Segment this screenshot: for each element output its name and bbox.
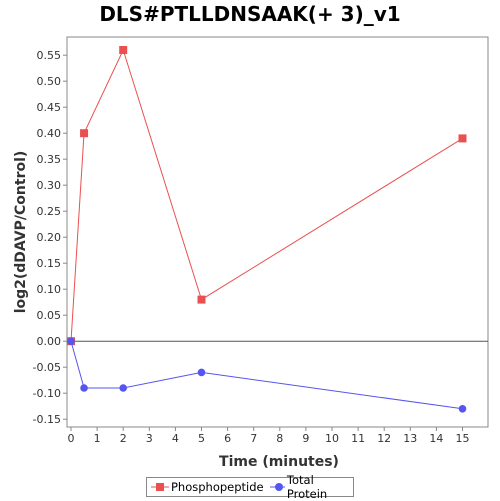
total-protein-point bbox=[458, 405, 467, 413]
x-tick-label: 14 bbox=[429, 432, 443, 445]
y-tick-label: -0.15 bbox=[33, 413, 61, 426]
x-axis-title: Time (minutes) bbox=[219, 454, 339, 470]
x-tick-label: 7 bbox=[250, 432, 257, 445]
x-tick-label: 13 bbox=[403, 432, 417, 445]
total-protein-point bbox=[67, 337, 75, 346]
phosphopeptide-legend-marker-icon bbox=[151, 483, 169, 491]
phosphopeptide-point bbox=[119, 46, 128, 54]
y-tick-label: 0.05 bbox=[37, 309, 62, 322]
legend: Phosphopeptide Total Protein bbox=[146, 473, 354, 501]
x-tick-label: 10 bbox=[325, 432, 339, 445]
phosphopeptide-point bbox=[197, 295, 206, 304]
chart-title: DLS#PTLLDNSAAK(+ 3)_v1 bbox=[99, 2, 401, 26]
legend-label-total-protein: Total Protein bbox=[286, 473, 328, 501]
x-tick-label: 8 bbox=[276, 432, 283, 445]
y-tick-label: 0.30 bbox=[37, 179, 62, 192]
total-protein-point bbox=[119, 384, 127, 392]
x-tick-label: 9 bbox=[302, 432, 309, 445]
y-tick-label: 0.55 bbox=[37, 49, 62, 62]
x-tick-label: 2 bbox=[120, 432, 127, 445]
legend-item-phosphopeptide: Phosphopeptide bbox=[151, 480, 264, 494]
x-tick-label: 6 bbox=[224, 432, 231, 445]
y-tick-label: -0.10 bbox=[33, 387, 61, 400]
total-protein-point bbox=[197, 368, 206, 377]
x-tick-label: 12 bbox=[377, 432, 391, 445]
y-tick-label: 0.10 bbox=[37, 283, 62, 296]
y-tick-label: 0.50 bbox=[37, 75, 62, 88]
y-tick-label: -0.05 bbox=[33, 361, 61, 374]
x-tick-label: 5 bbox=[198, 432, 205, 445]
y-tick-label: 0.25 bbox=[37, 205, 62, 218]
phosphopeptide-point bbox=[458, 134, 467, 143]
x-tick-label: 0 bbox=[68, 432, 75, 445]
legend-item-total-protein: Total Protein bbox=[269, 473, 347, 501]
x-tick-label: 15 bbox=[456, 432, 470, 445]
y-tick-label: 0.35 bbox=[37, 153, 62, 166]
y-tick-label: 0.20 bbox=[37, 231, 62, 244]
plot-area bbox=[66, 36, 489, 428]
total-protein-point bbox=[80, 384, 88, 392]
y-tick-label: 0.15 bbox=[37, 257, 62, 270]
y-tick-label: 0.45 bbox=[37, 101, 62, 114]
phosphopeptide-point bbox=[80, 129, 89, 138]
total-protein-legend-marker-icon bbox=[269, 483, 285, 491]
x-tick-label: 4 bbox=[172, 432, 179, 445]
x-tick-label: 3 bbox=[146, 432, 153, 445]
y-tick-label: 0.40 bbox=[37, 127, 62, 140]
legend-label-phosphopeptide: Phosphopeptide bbox=[171, 480, 264, 494]
y-tick-label: 0.00 bbox=[37, 335, 62, 348]
x-tick-label: 1 bbox=[94, 432, 101, 445]
y-axis-title: log2(dDAVP/Control) bbox=[13, 151, 29, 314]
x-tick-label: 11 bbox=[351, 432, 365, 445]
